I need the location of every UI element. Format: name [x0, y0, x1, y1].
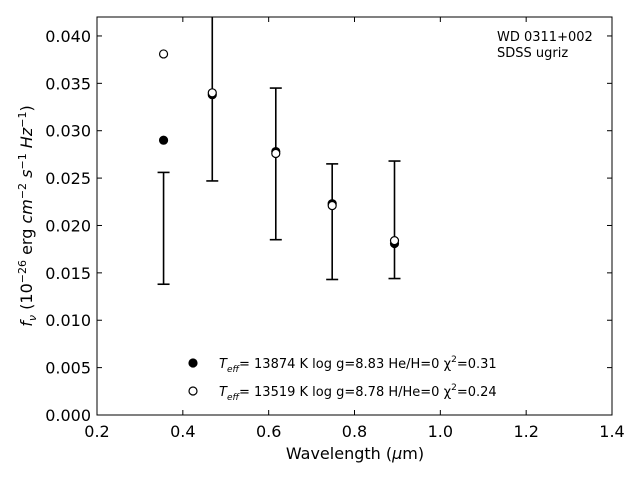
y-tick-label: 0.005	[45, 359, 91, 378]
x-tick-label: 1.0	[428, 422, 453, 441]
y-axis-ticks: 0.000 0.005 0.010 0.015 0.020 0.025 0.030 0.035…	[45, 27, 612, 425]
x-tick-label: 0.8	[342, 422, 367, 441]
y-tick-label: 0.040	[45, 27, 91, 46]
legend-label: Teff= 13519 K log g=8.78 H/He=0 χ2=0.24	[219, 383, 497, 403]
model-point-filled	[158, 135, 169, 145]
model-point-open	[327, 200, 337, 211]
x-axis-label: Wavelength (μm)	[286, 444, 424, 463]
model-point-open	[207, 88, 217, 98]
y-tick-label: 0.020	[45, 216, 91, 235]
x-tick-label: 0.2	[84, 422, 109, 441]
legend: Teff= 13874 K log g=8.83 He/H=0 χ2=0.31 T…	[188, 355, 497, 403]
legend-label: Teff= 13874 K log g=8.83 He/H=0 χ2=0.31	[219, 355, 497, 375]
y-tick-label: 0.030	[45, 122, 91, 141]
x-tick-label: 0.4	[170, 422, 195, 441]
annotation-line-2: SDSS ugriz	[497, 46, 568, 61]
legend-marker-filled	[188, 358, 198, 368]
legend-marker-open	[188, 386, 198, 396]
x-axis-ticks: 0.2 0.4 0.6 0.8 1.0 1.2 1.4	[84, 17, 625, 441]
annotation-line-1: WD 0311+002	[497, 30, 593, 45]
plot-frame	[96, 16, 613, 416]
model-point-open	[271, 148, 281, 159]
y-tick-label: 0.000	[45, 406, 91, 425]
y-tick-label: 0.010	[45, 311, 91, 330]
model-point-open	[389, 236, 400, 246]
model-points	[158, 49, 400, 249]
y-tick-label: 0.015	[45, 264, 91, 283]
model-point-open	[158, 49, 169, 59]
x-tick-label: 1.2	[513, 422, 538, 441]
y-tick-label: 0.025	[45, 169, 91, 188]
y-axis-label: fν (10−26 erg cm−2 s−1 Hz−1)	[16, 105, 39, 326]
x-tick-label: 0.6	[256, 422, 281, 441]
y-tick-label: 0.035	[45, 74, 91, 93]
x-tick-label: 1.4	[599, 422, 624, 441]
